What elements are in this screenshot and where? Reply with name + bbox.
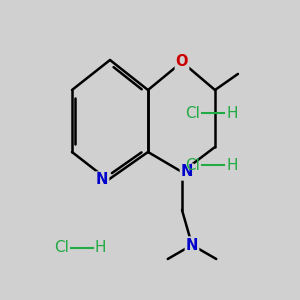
Text: N: N: [186, 238, 198, 253]
Text: N: N: [96, 172, 108, 188]
Text: Cl: Cl: [185, 158, 200, 172]
Text: H: H: [226, 158, 238, 172]
Text: Cl: Cl: [185, 106, 200, 121]
Text: H: H: [226, 106, 238, 121]
Text: H: H: [95, 241, 106, 256]
Text: N: N: [181, 164, 193, 179]
Text: Cl: Cl: [54, 241, 69, 256]
Text: O: O: [176, 55, 188, 70]
